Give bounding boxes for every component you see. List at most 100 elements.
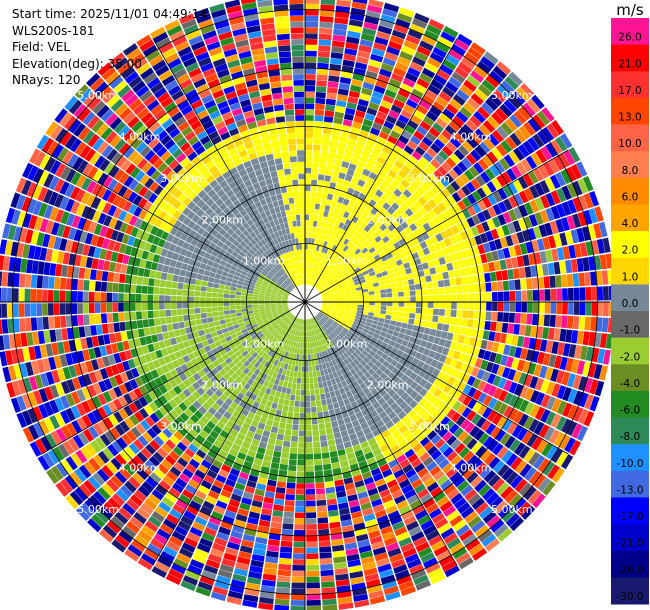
velocity-gate — [321, 592, 337, 600]
velocity-gate — [19, 318, 26, 332]
velocity-gate — [189, 458, 200, 469]
velocity-gate — [299, 413, 305, 419]
velocity-gate — [589, 191, 600, 207]
velocity-gate — [335, 254, 342, 261]
velocity-gate — [140, 464, 153, 476]
velocity-gate — [215, 474, 227, 484]
velocity-gate — [146, 233, 155, 244]
velocity-gate — [331, 324, 337, 329]
velocity-gate — [346, 321, 353, 326]
velocity-gate — [507, 368, 517, 381]
velocity-gate — [133, 512, 147, 525]
velocity-gate — [361, 124, 372, 133]
velocity-gate — [459, 326, 467, 336]
velocity-gate — [483, 470, 497, 483]
velocity-gate — [93, 223, 103, 236]
velocity-gate — [205, 495, 217, 505]
velocity-gate — [211, 347, 219, 355]
velocity-gate — [393, 469, 405, 479]
velocity-gate — [173, 329, 181, 337]
velocity-gate — [235, 562, 250, 571]
velocity-gate — [339, 295, 346, 299]
velocity-gate — [105, 250, 113, 261]
velocity-gate — [306, 512, 317, 519]
velocity-gate — [495, 322, 503, 332]
velocity-gate — [318, 271, 323, 277]
velocity-gate — [400, 212, 409, 221]
velocity-gate — [141, 481, 155, 493]
velocity-gate — [519, 399, 530, 413]
velocity-gate — [186, 532, 201, 543]
velocity-gate — [407, 558, 422, 569]
velocity-gate — [503, 291, 510, 301]
velocity-gate — [479, 466, 492, 479]
velocity-gate — [357, 292, 363, 297]
velocity-gate — [80, 446, 92, 460]
velocity-gate — [77, 375, 87, 388]
velocity-gate — [341, 392, 348, 400]
velocity-gate — [383, 585, 399, 596]
velocity-gate — [319, 156, 328, 164]
velocity-gate — [276, 385, 283, 393]
velocity-gate — [336, 100, 347, 108]
velocity-gate — [331, 244, 337, 252]
velocity-gate — [134, 489, 147, 502]
velocity-gate — [292, 359, 296, 366]
velocity-gate — [514, 347, 523, 359]
velocity-gate — [265, 309, 272, 313]
velocity-gate — [386, 252, 394, 260]
velocity-gate — [255, 316, 262, 321]
velocity-gate — [385, 505, 398, 515]
velocity-gate — [368, 462, 379, 471]
velocity-gate — [274, 445, 283, 452]
velocity-gate — [387, 223, 396, 232]
velocity-gate — [409, 563, 424, 575]
velocity-gate — [364, 250, 371, 257]
velocity-gate — [457, 259, 465, 269]
velocity-gate — [323, 241, 328, 248]
velocity-gate — [365, 264, 373, 270]
velocity-gate — [247, 290, 254, 294]
velocity-gate — [314, 203, 320, 210]
velocity-gate — [150, 369, 160, 379]
velocity-gate — [427, 260, 435, 268]
velocity-gate — [116, 362, 125, 374]
velocity-gate — [357, 135, 367, 144]
velocity-gate — [148, 455, 161, 467]
velocity-gate — [342, 316, 349, 321]
velocity-gate — [258, 333, 265, 339]
velocity-gate — [585, 241, 594, 256]
velocity-gate — [114, 471, 128, 484]
velocity-gate — [462, 208, 472, 219]
velocity-gate — [290, 600, 305, 606]
velocity-gate — [421, 136, 433, 147]
velocity-gate — [601, 317, 609, 333]
velocity-gate — [248, 284, 255, 289]
velocity-gate — [550, 413, 562, 428]
velocity-gate — [397, 13, 413, 23]
velocity-gate — [334, 298, 340, 301]
velocity-gate — [311, 318, 315, 324]
velocity-gate — [135, 423, 146, 435]
velocity-gate — [529, 376, 539, 389]
velocity-gate — [439, 294, 446, 302]
velocity-gate — [320, 0, 336, 6]
velocity-gate — [404, 296, 410, 302]
velocity-gate — [343, 238, 350, 245]
velocity-gate — [19, 273, 26, 288]
velocity-gate — [251, 334, 258, 340]
velocity-gate — [368, 291, 375, 295]
velocity-gate — [584, 316, 591, 331]
velocity-gate — [341, 318, 348, 323]
velocity-gate — [316, 276, 321, 283]
velocity-gate — [335, 579, 350, 587]
velocity-gate — [356, 362, 364, 370]
velocity-gate — [59, 290, 66, 302]
velocity-gate — [321, 332, 326, 339]
velocity-gate — [414, 375, 423, 384]
velocity-gate — [410, 114, 422, 125]
velocity-gate — [448, 48, 463, 61]
velocity-gate — [439, 500, 453, 512]
velocity-gate — [503, 99, 517, 113]
velocity-gate — [431, 408, 442, 419]
